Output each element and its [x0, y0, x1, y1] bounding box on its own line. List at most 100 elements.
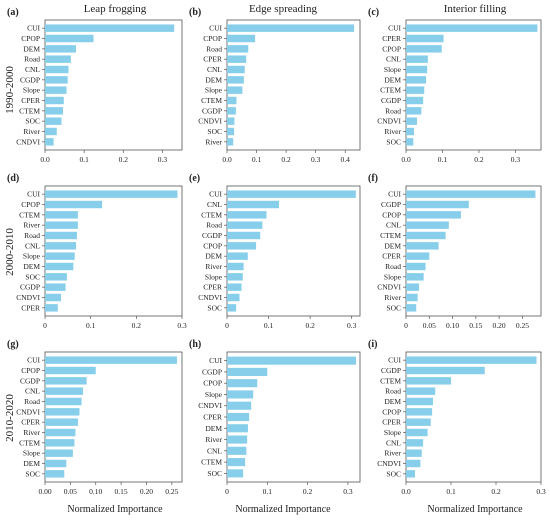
- bar: [406, 24, 538, 32]
- bar: [227, 55, 247, 63]
- y-tick-label: CTEM: [201, 458, 222, 467]
- y-tick-label: CTEM: [380, 86, 401, 95]
- y-tick-label: CGDP: [202, 106, 222, 115]
- bar: [406, 459, 421, 468]
- bar: [227, 24, 355, 32]
- y-tick-label: CTEM: [380, 376, 401, 385]
- y-tick-label: CGDP: [20, 283, 40, 292]
- y-tick-label: Road: [385, 262, 401, 271]
- y-tick-label: CPER: [21, 418, 40, 427]
- bar: [45, 138, 54, 146]
- y-tick-label: River: [205, 137, 222, 146]
- x-tick-label: 0.2: [281, 155, 291, 164]
- y-tick-label: CPER: [21, 96, 40, 105]
- y-tick-label: SOC: [25, 272, 40, 281]
- bar: [45, 439, 75, 447]
- bar: [227, 45, 249, 53]
- bar: [45, 211, 78, 219]
- x-tick-label: 0.05: [64, 487, 77, 496]
- bar: [45, 428, 76, 437]
- y-tick-label: CNDVI: [377, 283, 401, 292]
- bar: [406, 439, 424, 447]
- bar: [406, 449, 422, 457]
- x-tick-label: 0.1: [438, 155, 448, 164]
- bar: [227, 412, 250, 422]
- bar: [406, 117, 417, 125]
- bar: [45, 293, 61, 302]
- bar: [45, 356, 177, 364]
- y-tick-label: CNL: [25, 65, 40, 74]
- bar: [227, 34, 256, 43]
- bar: [227, 262, 244, 271]
- y-tick-label: CNL: [207, 65, 222, 74]
- panel-letter: (f): [368, 173, 378, 184]
- bar: [406, 76, 427, 84]
- y-tick-label: SOC: [386, 137, 401, 146]
- y-tick-label: Road: [24, 55, 40, 64]
- plot-frame: [405, 185, 542, 317]
- bar: [227, 211, 267, 219]
- y-tick-label: CNL: [207, 200, 222, 209]
- x-tick-label: 0.2: [303, 487, 313, 496]
- y-tick-label: CGDP: [381, 366, 401, 375]
- x-tick-label: 0: [225, 487, 229, 496]
- row-label-1990-2000: 1990-2000: [4, 66, 16, 114]
- x-tick-label: 0.25: [165, 487, 178, 496]
- y-tick-label: CUI: [209, 24, 222, 33]
- x-tick-label: 0.1: [252, 155, 262, 164]
- y-tick-label: CTEM: [19, 106, 40, 115]
- bar: [227, 390, 254, 399]
- y-tick-label: CGDP: [381, 200, 401, 209]
- y-tick-label: Road: [206, 221, 222, 230]
- bar: [45, 96, 64, 105]
- y-tick-label: SOC: [25, 117, 40, 126]
- y-tick-label: CPOP: [21, 34, 40, 43]
- x-tick-label: 0.25: [516, 321, 529, 330]
- y-tick-label: CUI: [209, 356, 222, 365]
- y-tick-label: CUI: [388, 190, 401, 199]
- y-tick-label: CNL: [25, 387, 40, 396]
- y-tick-label: Slope: [384, 65, 402, 74]
- bar: [45, 200, 103, 209]
- bar: [227, 367, 268, 376]
- y-tick-label: Road: [24, 231, 40, 240]
- bar: [406, 408, 433, 416]
- y-tick-label: River: [384, 449, 401, 458]
- x-tick-label: 0.3: [347, 321, 357, 330]
- bar: [45, 242, 77, 250]
- y-tick-label: CNDVI: [198, 117, 222, 126]
- y-tick-label: CPOP: [382, 210, 401, 219]
- plot-frame: [44, 19, 183, 151]
- y-tick-label: CTEM: [19, 438, 40, 447]
- bar: [45, 107, 64, 115]
- bar: [406, 304, 417, 312]
- y-tick-label: CPOP: [203, 34, 222, 43]
- plot-frame: [44, 185, 183, 317]
- panel-letter: (g): [7, 339, 19, 350]
- y-tick-label: CTEM: [19, 210, 40, 219]
- y-tick-label: Road: [206, 44, 222, 53]
- y-tick-label: Slope: [384, 428, 402, 437]
- x-tick-label: 0.3: [177, 321, 187, 330]
- x-tick-label: 0.3: [311, 155, 321, 164]
- bar: [406, 283, 420, 291]
- plot-frame: [405, 19, 542, 151]
- bar: [406, 190, 536, 198]
- bar: [45, 34, 94, 43]
- row-label-2000-2010: 2000-2010: [4, 228, 16, 276]
- bar: [227, 273, 243, 281]
- bar: [227, 117, 235, 125]
- y-tick-label: Slope: [205, 390, 223, 399]
- column-title-interior-filling: Interior filling: [444, 3, 507, 15]
- panel-letter: (c): [368, 7, 379, 18]
- x-axis-label-left: Normalized Importance: [67, 504, 163, 515]
- bar: [406, 356, 537, 364]
- x-tick-label: 0.15: [469, 321, 482, 330]
- y-tick-label: CNDVI: [16, 137, 40, 146]
- y-tick-label: Slope: [384, 272, 402, 281]
- bar: [227, 283, 242, 291]
- y-tick-label: CNL: [386, 55, 401, 64]
